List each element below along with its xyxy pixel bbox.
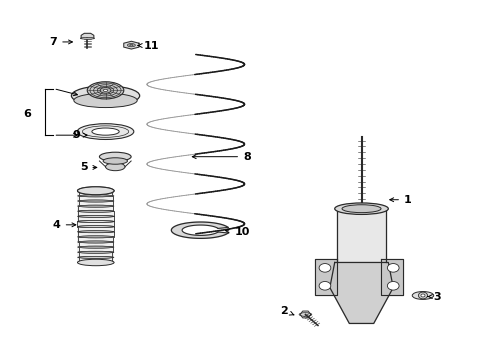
Ellipse shape <box>77 259 114 266</box>
Ellipse shape <box>77 262 114 264</box>
Ellipse shape <box>334 203 387 215</box>
Text: 7: 7 <box>49 37 72 47</box>
Polygon shape <box>380 259 402 295</box>
Ellipse shape <box>77 221 114 222</box>
Text: 1: 1 <box>389 195 411 205</box>
Ellipse shape <box>77 187 114 195</box>
Ellipse shape <box>78 241 113 243</box>
Text: 9: 9 <box>72 130 87 140</box>
Circle shape <box>319 264 330 272</box>
Ellipse shape <box>77 251 114 253</box>
Ellipse shape <box>79 195 112 197</box>
Ellipse shape <box>99 152 131 161</box>
Text: 5: 5 <box>80 162 97 172</box>
Ellipse shape <box>77 205 114 207</box>
Polygon shape <box>315 259 336 295</box>
Ellipse shape <box>87 82 123 99</box>
Polygon shape <box>171 222 227 238</box>
Text: 6: 6 <box>23 109 31 119</box>
Polygon shape <box>300 311 310 318</box>
Polygon shape <box>336 209 385 262</box>
Bar <box>77 191 114 262</box>
Ellipse shape <box>78 215 113 217</box>
Ellipse shape <box>79 246 113 248</box>
Ellipse shape <box>100 87 111 93</box>
Ellipse shape <box>77 216 114 217</box>
Ellipse shape <box>77 200 114 202</box>
Ellipse shape <box>78 236 113 238</box>
Ellipse shape <box>127 44 135 47</box>
Ellipse shape <box>79 200 113 202</box>
Ellipse shape <box>420 294 424 297</box>
Text: 10: 10 <box>225 227 249 237</box>
Ellipse shape <box>77 231 114 233</box>
Ellipse shape <box>74 93 137 108</box>
Ellipse shape <box>77 241 114 243</box>
Ellipse shape <box>79 261 112 264</box>
Polygon shape <box>81 33 94 39</box>
Ellipse shape <box>79 205 113 207</box>
Circle shape <box>386 282 398 290</box>
Ellipse shape <box>77 226 114 228</box>
Text: 2: 2 <box>280 306 293 316</box>
Ellipse shape <box>77 187 114 195</box>
Ellipse shape <box>341 205 380 213</box>
Ellipse shape <box>77 195 114 197</box>
Ellipse shape <box>129 44 133 46</box>
Circle shape <box>319 282 330 290</box>
Ellipse shape <box>77 226 114 228</box>
Ellipse shape <box>103 89 107 91</box>
Text: 3: 3 <box>427 292 440 302</box>
Polygon shape <box>123 41 139 49</box>
Ellipse shape <box>78 210 113 212</box>
Ellipse shape <box>77 246 114 248</box>
Ellipse shape <box>77 236 114 238</box>
Ellipse shape <box>79 256 112 258</box>
Circle shape <box>386 264 398 272</box>
Polygon shape <box>329 262 392 323</box>
Ellipse shape <box>77 190 114 192</box>
Ellipse shape <box>71 86 140 105</box>
Ellipse shape <box>77 256 114 258</box>
Ellipse shape <box>105 163 125 171</box>
Text: 8: 8 <box>192 152 250 162</box>
Ellipse shape <box>77 210 114 212</box>
Text: 4: 4 <box>53 220 76 230</box>
Text: 11: 11 <box>138 41 159 50</box>
Ellipse shape <box>77 124 134 139</box>
Ellipse shape <box>411 292 433 300</box>
Ellipse shape <box>78 220 114 222</box>
Ellipse shape <box>418 292 427 299</box>
Ellipse shape <box>92 128 119 135</box>
Ellipse shape <box>78 231 114 233</box>
Ellipse shape <box>103 158 127 164</box>
Ellipse shape <box>79 251 113 253</box>
Ellipse shape <box>81 37 94 39</box>
